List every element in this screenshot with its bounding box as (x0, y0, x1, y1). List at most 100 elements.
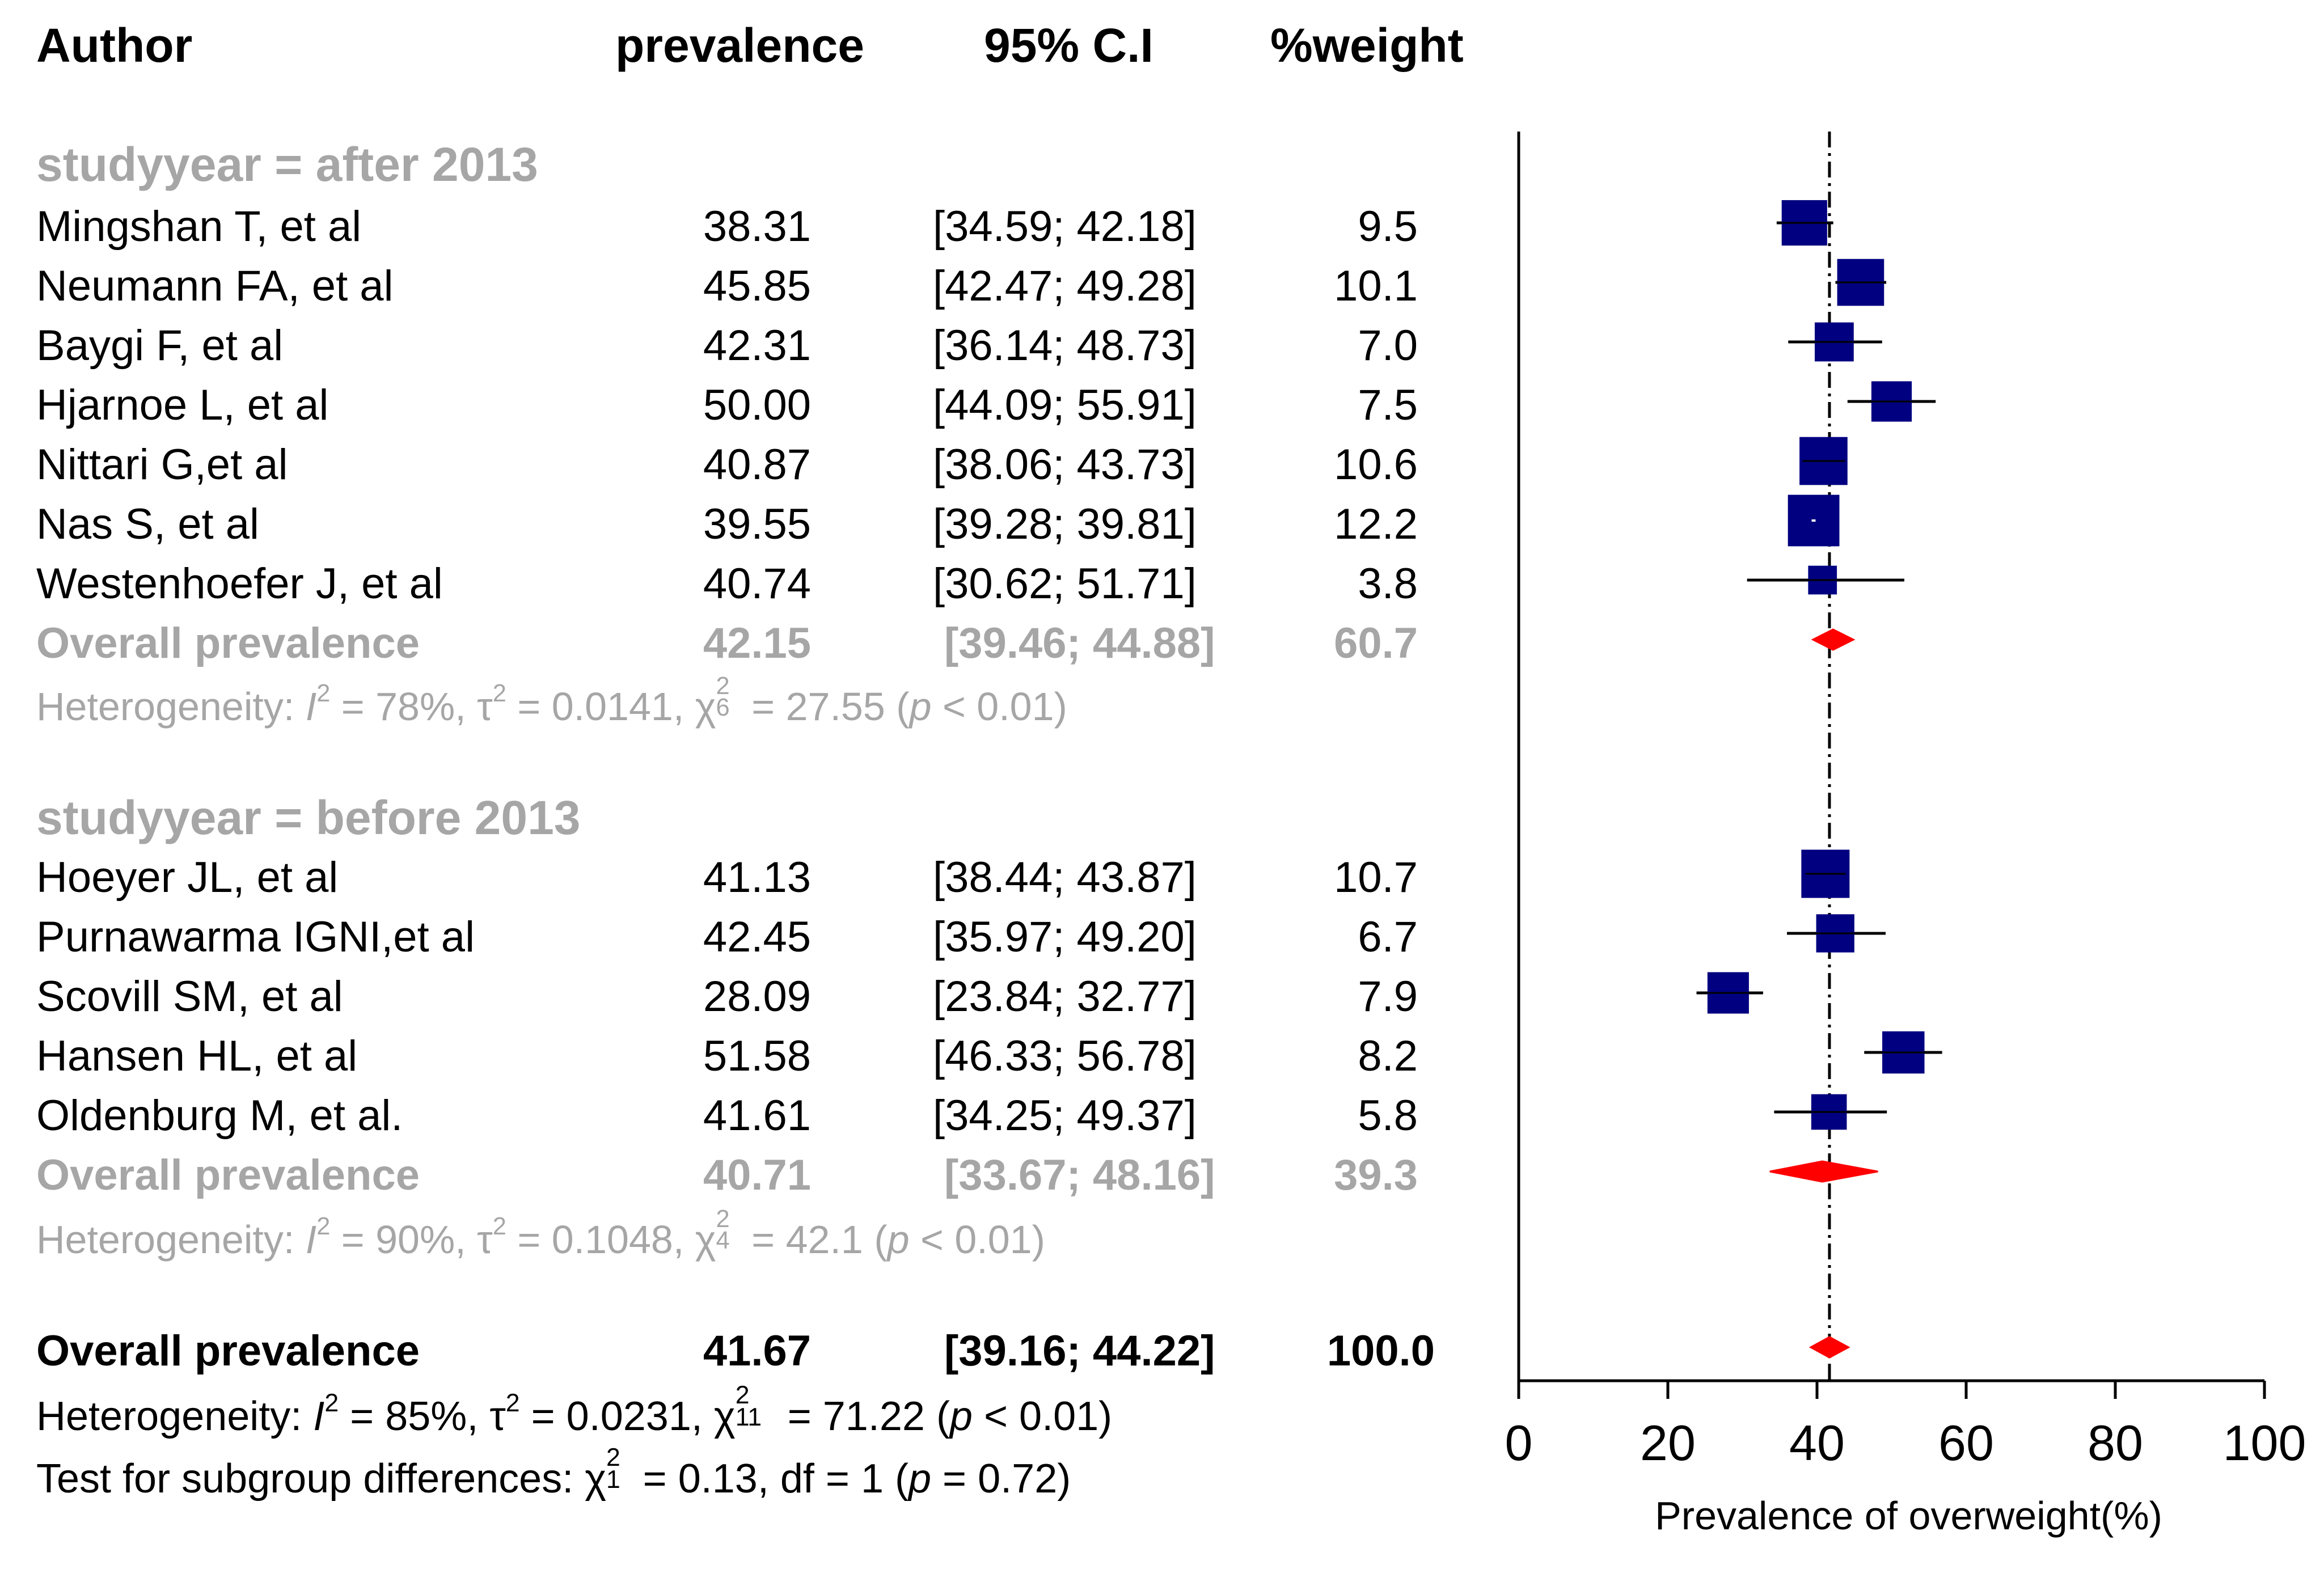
study-ci: [46.33; 56.78] (933, 1032, 1197, 1080)
study-ci: [23.84; 32.77] (933, 972, 1197, 1021)
header-ci: 95% C.I (984, 19, 1153, 72)
het-p: 0.01 (977, 684, 1054, 729)
study-weight: 5.8 (1358, 1092, 1418, 1140)
study-author: Nas S, et al (36, 500, 259, 548)
het-tau2: 0.0231 (566, 1394, 691, 1439)
het-i2: 85% (385, 1394, 467, 1439)
header-author: Author (36, 19, 193, 72)
het-chi2: 71.22 (822, 1394, 925, 1439)
study-ci: [39.28; 39.81] (933, 500, 1197, 548)
study-prevalence: 42.45 (703, 913, 811, 961)
study-weight: 7.0 (1358, 322, 1418, 370)
study-author: Nittari G,et al (36, 441, 288, 489)
study-weight: 10.6 (1334, 441, 1418, 489)
study-weight: 10.7 (1334, 853, 1418, 902)
study-author: Mingshan T, et al (36, 202, 362, 251)
study-weight: 9.5 (1358, 202, 1418, 251)
study-prevalence: 28.09 (703, 972, 811, 1021)
group-label-before-2013: studyyear = before 2013 (36, 791, 581, 844)
summary-diamond (1811, 628, 1856, 651)
overall-prevalence: 42.15 (703, 619, 811, 667)
study-author: Hjarnoe L, et al (36, 381, 329, 429)
het-i2: 78% (375, 684, 455, 729)
het-prefix: Heterogeneity: (36, 684, 306, 729)
x-tick-label: 20 (1640, 1415, 1696, 1471)
study-author: Hansen HL, et al (36, 1032, 358, 1080)
subgroup-df: 1 (606, 1465, 620, 1494)
x-tick-label: 0 (1505, 1415, 1533, 1471)
overall-label: Overall prevalence (36, 1151, 420, 1199)
study-ci: [35.97; 49.20] (933, 913, 1197, 961)
x-tick-label: 40 (1789, 1415, 1845, 1471)
study-ci: [34.59; 42.18] (933, 202, 1197, 251)
subgroup-df-text: df = 1 (780, 1456, 884, 1502)
study-weight: 12.2 (1334, 500, 1418, 548)
study-weight: 3.8 (1358, 560, 1418, 608)
overall-label: Overall prevalence (36, 1327, 420, 1375)
het-chi2: 42.1 (785, 1217, 863, 1262)
study-ci: [44.09; 55.91] (933, 381, 1197, 429)
study-author: Purnawarma IGNI,et al (36, 913, 475, 961)
study-prevalence: 41.13 (703, 853, 811, 902)
het-p: 0.01 (1019, 1394, 1099, 1439)
x-axis-label: Prevalence of overweight(%) (1655, 1494, 2162, 1538)
study-weight: 7.5 (1358, 381, 1418, 429)
het-df: 11 (735, 1403, 762, 1431)
study-author: Oldenburg M, et al. (36, 1092, 403, 1140)
study-prevalence: 45.85 (703, 262, 811, 310)
study-ci: [42.47; 49.28] (933, 262, 1197, 310)
study-prevalence: 39.55 (703, 500, 811, 548)
summary-diamond (1769, 1160, 1878, 1183)
study-prevalence: 38.31 (703, 202, 811, 251)
study-weight: 8.2 (1358, 1032, 1418, 1080)
study-author: Scovill SM, et al (36, 972, 343, 1021)
study-weight: 7.9 (1358, 972, 1418, 1021)
het-df: 6 (716, 693, 730, 721)
overall-ci: [39.46; 44.88] (944, 619, 1215, 667)
study-weight: 6.7 (1358, 913, 1418, 961)
study-prevalence: 40.87 (703, 441, 811, 489)
study-prevalence: 40.74 (703, 560, 811, 608)
header-prevalence: prevalence (615, 19, 864, 72)
overall-weight: 60.7 (1334, 619, 1418, 667)
study-author: Baygi F, et al (36, 322, 284, 370)
het-i2: 90% (375, 1217, 455, 1262)
study-author: Hoeyer JL, et al (36, 853, 339, 902)
study-prevalence: 50.00 (703, 381, 811, 429)
study-prevalence: 42.31 (703, 322, 811, 370)
het-prefix: Heterogeneity: (36, 1217, 306, 1262)
study-ci: [36.14; 48.73] (933, 322, 1197, 370)
overall-prevalence: 41.67 (703, 1327, 811, 1375)
study-ci: [30.62; 51.71] (933, 560, 1197, 608)
study-weight: 10.1 (1334, 262, 1418, 310)
het-prefix: Heterogeneity: (36, 1394, 314, 1439)
overall-weight: 100.0 (1326, 1327, 1435, 1375)
x-tick-label: 60 (1938, 1415, 1994, 1471)
het-tau2: 0.0141 (551, 684, 673, 729)
study-prevalence: 41.61 (703, 1092, 811, 1140)
study-ci: [38.06; 43.73] (933, 441, 1197, 489)
overall-ci: [39.16; 44.22] (944, 1327, 1215, 1375)
subgroup-chi2: 0.13 (678, 1456, 758, 1502)
subgroup-p: 0.72 (978, 1456, 1058, 1502)
study-ci: [38.44; 43.87] (933, 853, 1197, 902)
overall-ci: [33.67; 48.16] (944, 1151, 1215, 1199)
het-chi2: 27.55 (785, 684, 885, 729)
header-weight: %weight (1270, 19, 1464, 72)
study-author: Westenhoefer J, et al (36, 560, 443, 608)
subgroup-prefix: Test for subgroup differences: (36, 1456, 585, 1502)
het-tau2: 0.1048 (551, 1217, 673, 1262)
x-tick-label: 100 (2223, 1415, 2306, 1471)
group-label-after-2013: studyyear = after 2013 (36, 138, 538, 191)
study-author: Neumann FA, et al (36, 262, 394, 310)
het-p: 0.01 (954, 1217, 1032, 1262)
study-prevalence: 51.58 (703, 1032, 811, 1080)
het-df: 4 (716, 1227, 730, 1254)
overall-label: Overall prevalence (36, 619, 420, 667)
study-ci: [34.25; 49.37] (933, 1092, 1197, 1140)
